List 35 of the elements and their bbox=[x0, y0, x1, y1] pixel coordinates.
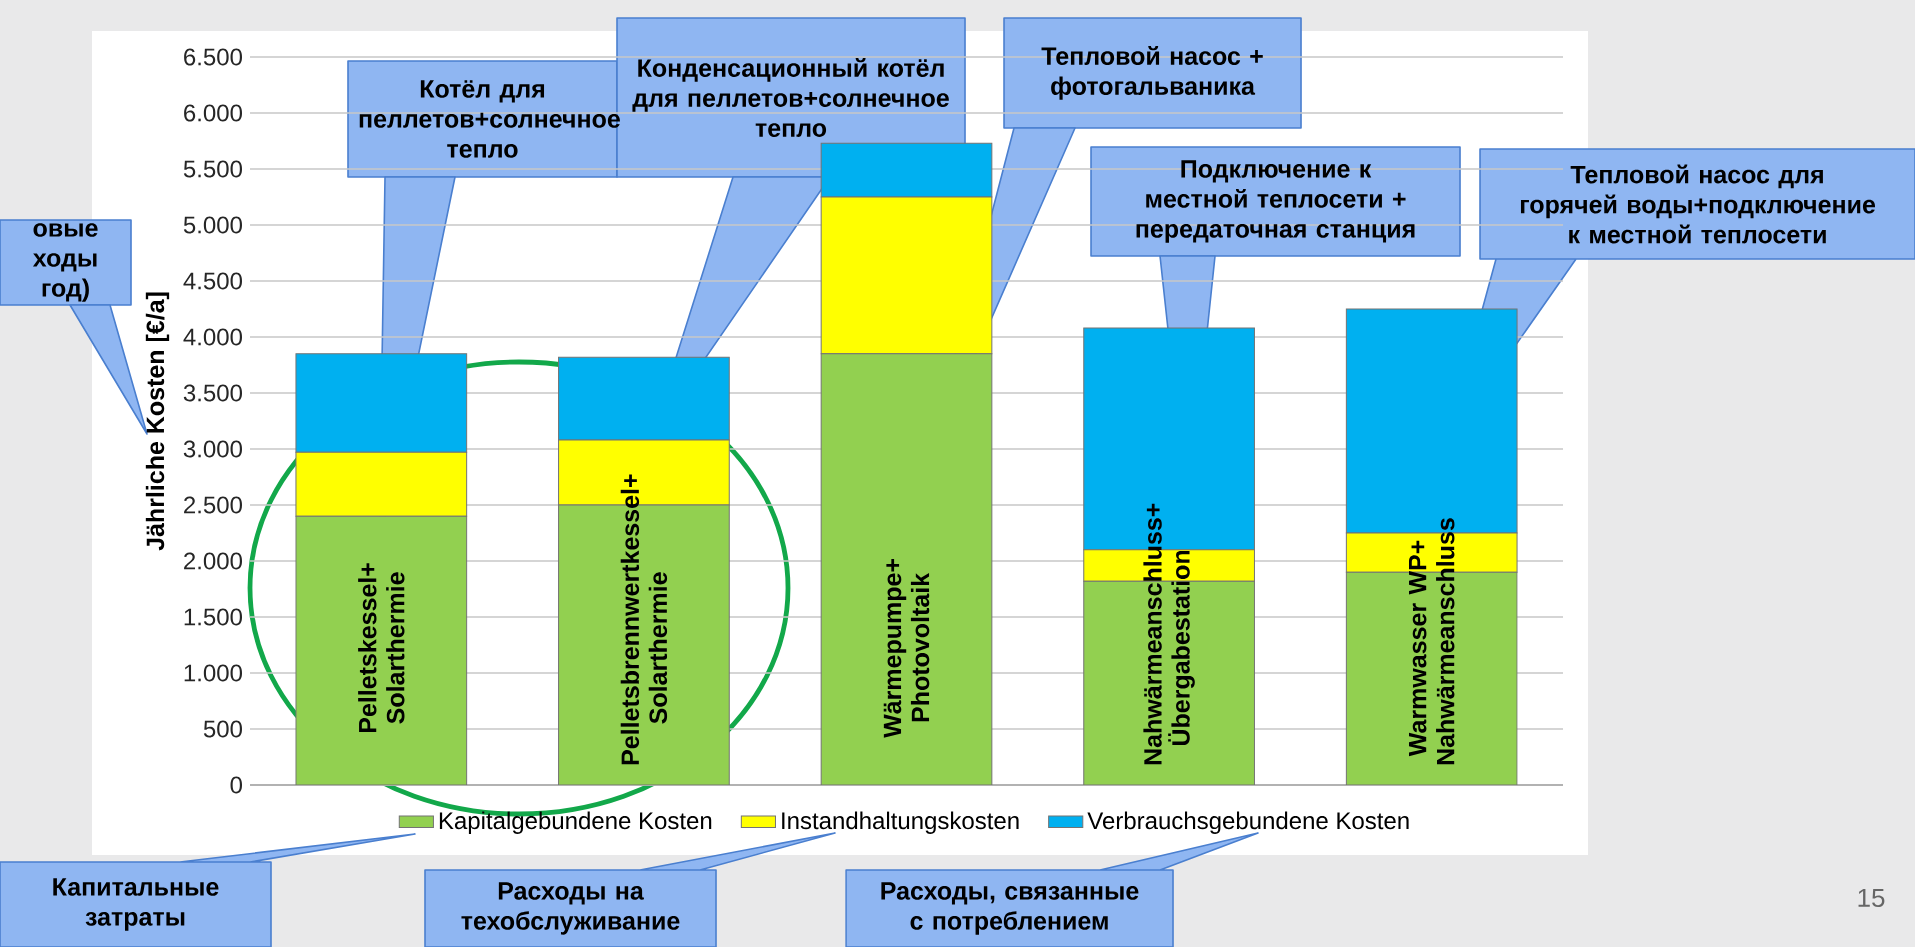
text: овые ходы год) bbox=[32, 223, 98, 302]
y-tick-label: 5.000 bbox=[183, 216, 242, 234]
text: Капитальные затраты bbox=[53, 878, 219, 931]
annotation: Тепловой насос для горячей воды+подключение к местной теплосети bbox=[1520, 164, 1876, 244]
x-tick-label: Warmwasser WP+ Nahwärmeanschluss bbox=[1409, 518, 1455, 765]
text: Расходы, связанные с потреблением bbox=[881, 882, 1139, 935]
y-tick-label: 6.000 bbox=[184, 104, 242, 122]
annotation: Тепловой насос + фотогальваника bbox=[1041, 46, 1263, 100]
y-tick-label: 3.500 bbox=[183, 384, 242, 402]
text: 15 bbox=[1858, 888, 1885, 908]
x-tick-label: Wärmepumpe+ Photovoltaik bbox=[883, 559, 930, 738]
legend-label: Verbrauchsgebundene Kosten bbox=[1087, 811, 1409, 834]
y-tick-label: 2.000 bbox=[184, 552, 242, 570]
y-tick-label: 5.500 bbox=[183, 160, 242, 178]
y-tick-label: 6.500 bbox=[184, 48, 242, 66]
y-tick-label: 1.500 bbox=[184, 608, 242, 626]
legend-label: Instandhaltungskosten bbox=[782, 811, 1019, 834]
bar bbox=[820, 353, 993, 785]
y-axis-title: Jährliche Kosten [€/a] bbox=[145, 292, 170, 551]
x-tick-label: Nahwärmeanschluss+ Übergabestation bbox=[1143, 503, 1195, 765]
legend-label: Kapitalgebundene Kosten bbox=[439, 811, 712, 834]
y-tick-label: 500 bbox=[203, 720, 242, 738]
y-tick-label: 3.000 bbox=[183, 440, 242, 458]
x-tick-label: Pelletskessel+ Solarthermie bbox=[358, 563, 405, 733]
x-tick-label: Pelletsbrennwertkessel+ Solarthermie bbox=[620, 474, 668, 765]
y-tick-label: 2.500 bbox=[184, 496, 242, 514]
y-tick-label: 1.000 bbox=[184, 664, 242, 682]
annotation: Конденсационный котёл для пеллетов+солнечное тепло bbox=[632, 58, 949, 137]
bar bbox=[295, 515, 468, 785]
text: Расходы на техобслуживание bbox=[461, 882, 680, 935]
y-tick-label: 0 bbox=[230, 776, 243, 794]
y-tick-label: 4.000 bbox=[183, 328, 242, 346]
annotation: Подключение к местной теплосети + передаточная станция bbox=[1136, 160, 1415, 243]
annotation: Котёл для пеллетов+солнечное тепло bbox=[359, 80, 620, 158]
y-tick-label: 4.500 bbox=[183, 272, 242, 290]
